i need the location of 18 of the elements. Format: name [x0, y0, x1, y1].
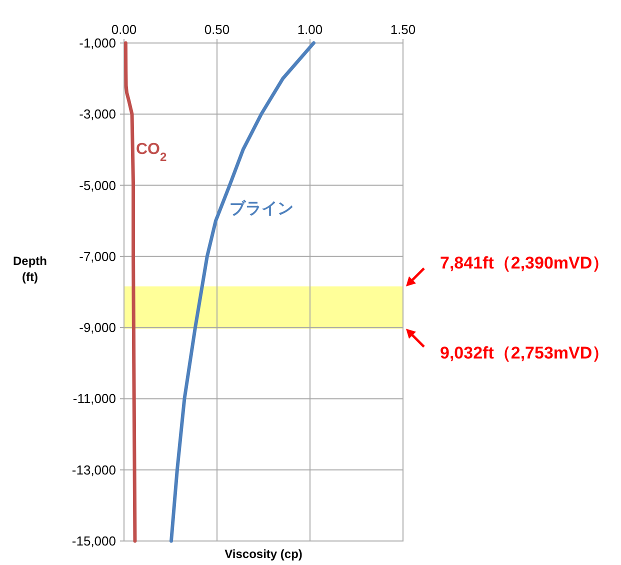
- x-tick-label: 1.00: [297, 22, 323, 37]
- y-tick-label: -7,000: [79, 248, 116, 264]
- y-tick-label: -1,000: [79, 36, 116, 50]
- y-tick-label: -13,000: [72, 462, 116, 478]
- y-tick-label: -5,000: [79, 178, 116, 193]
- series-label: CO$_{2}$: [136, 141, 167, 164]
- annotation: 9,032ft（2,753mVD）: [440, 344, 610, 363]
- x-tick-label: 1.50: [390, 22, 416, 37]
- x-tick-label: 0.00: [111, 22, 137, 37]
- y-tick-label: -11,000: [72, 391, 116, 406]
- x-tick-label: 0.50: [204, 22, 230, 37]
- series-label: ブライン: [230, 199, 294, 218]
- y-axis-title: Depth (ft): [13, 254, 47, 284]
- y-tick-label: -9,000: [79, 320, 116, 336]
- y-tick-label: -3,000: [79, 106, 116, 122]
- annotation: 7,841ft（2,390mVD）: [440, 253, 610, 272]
- y-tick-label: -15,000: [72, 534, 116, 548]
- x-axis-title: Viscosity (cp): [224, 547, 302, 561]
